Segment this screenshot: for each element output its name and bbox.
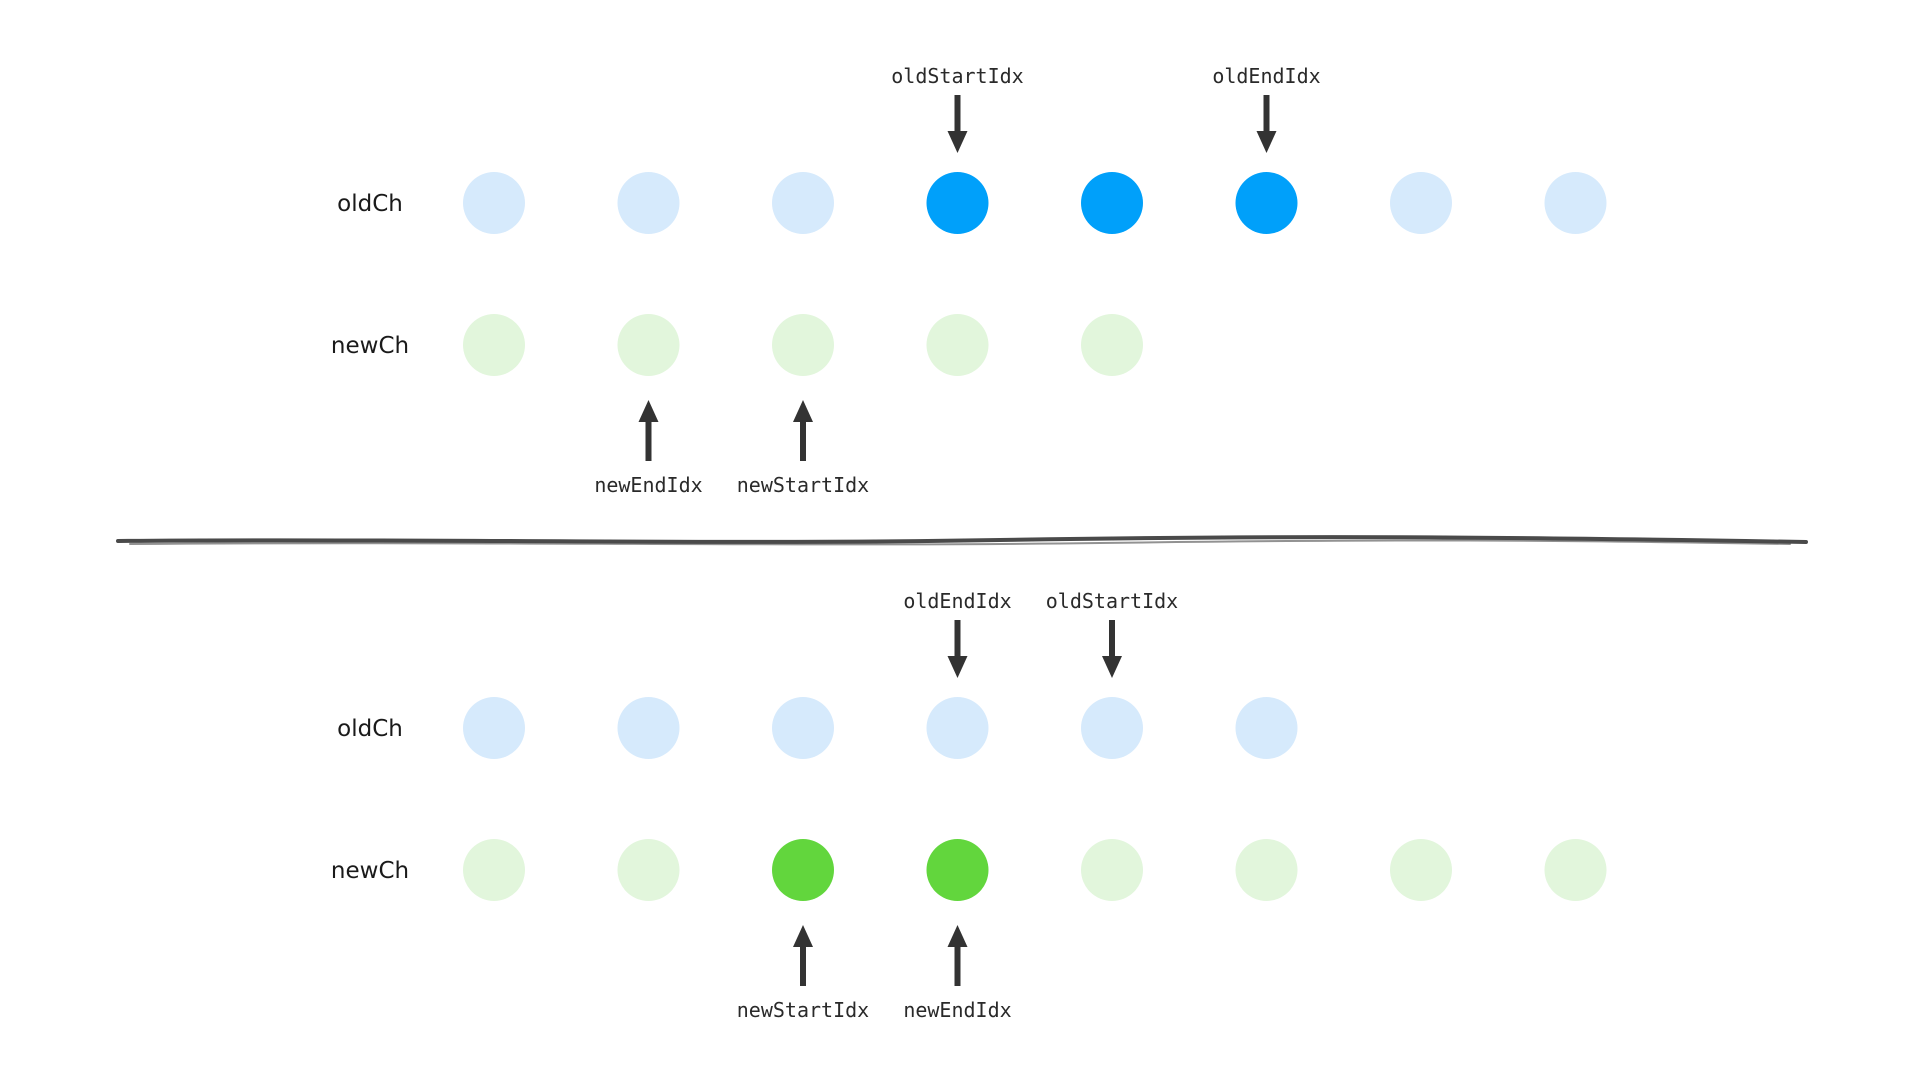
old-vnode xyxy=(772,697,834,759)
panel-before: oldCh newCh oldStartIdx oldEndIdx newEndIdx n… xyxy=(331,64,1607,497)
arrow-down-icon xyxy=(1102,656,1122,678)
new-vnode-active xyxy=(926,839,989,901)
new-vnode xyxy=(1235,839,1298,901)
old-vnode xyxy=(1081,697,1143,759)
old-children-label: oldCh xyxy=(337,191,403,217)
new-vnode xyxy=(617,839,680,901)
section-divider xyxy=(116,535,1808,544)
old-vnode-active xyxy=(926,172,989,234)
old-vnode-active xyxy=(1081,172,1143,234)
new-vnode xyxy=(463,839,525,901)
old-vnode xyxy=(463,172,525,234)
arrow-down-icon xyxy=(947,656,968,678)
old-vnode-active xyxy=(1235,172,1298,234)
old-vnode xyxy=(926,697,989,759)
new-vnode xyxy=(1081,839,1143,901)
old-vnode xyxy=(1390,172,1452,234)
new-vnode-active xyxy=(772,839,834,901)
arrow-up-icon xyxy=(947,925,968,947)
pointer-label: oldStartIdx xyxy=(1046,589,1178,613)
section-divider-texture xyxy=(129,539,1791,546)
old-vnode xyxy=(1544,172,1607,234)
pointer-label: newStartIdx xyxy=(737,998,869,1022)
panel-after: oldCh newCh oldEndIdx oldStartIdx newStartId… xyxy=(331,589,1607,1022)
new-vnode xyxy=(926,314,989,376)
old-vnode xyxy=(617,697,680,759)
new-vnode xyxy=(1081,314,1143,376)
pointer-label: oldEndIdx xyxy=(903,589,1011,613)
new-vnode xyxy=(463,314,525,376)
arrow-up-icon xyxy=(638,400,659,422)
pointer-label: newStartIdx xyxy=(737,473,869,497)
arrow-up-icon xyxy=(793,400,813,422)
new-vnode xyxy=(617,314,680,376)
old-vnode xyxy=(617,172,680,234)
new-vnode xyxy=(1390,839,1452,901)
arrow-down-icon xyxy=(947,131,968,153)
pointer-label: newEndIdx xyxy=(903,998,1011,1022)
old-vnode xyxy=(463,697,525,759)
new-vnode xyxy=(772,314,834,376)
arrow-up-icon xyxy=(793,925,813,947)
old-vnode xyxy=(772,172,834,234)
pointer-label: oldStartIdx xyxy=(891,64,1023,88)
new-vnode xyxy=(1544,839,1607,901)
new-children-label: newCh xyxy=(331,858,409,884)
pointer-label: oldEndIdx xyxy=(1212,64,1320,88)
pointer-label: newEndIdx xyxy=(594,473,702,497)
old-children-label: oldCh xyxy=(337,716,403,742)
old-vnode xyxy=(1235,697,1298,759)
new-children-label: newCh xyxy=(331,333,409,359)
arrow-down-icon xyxy=(1256,131,1277,153)
